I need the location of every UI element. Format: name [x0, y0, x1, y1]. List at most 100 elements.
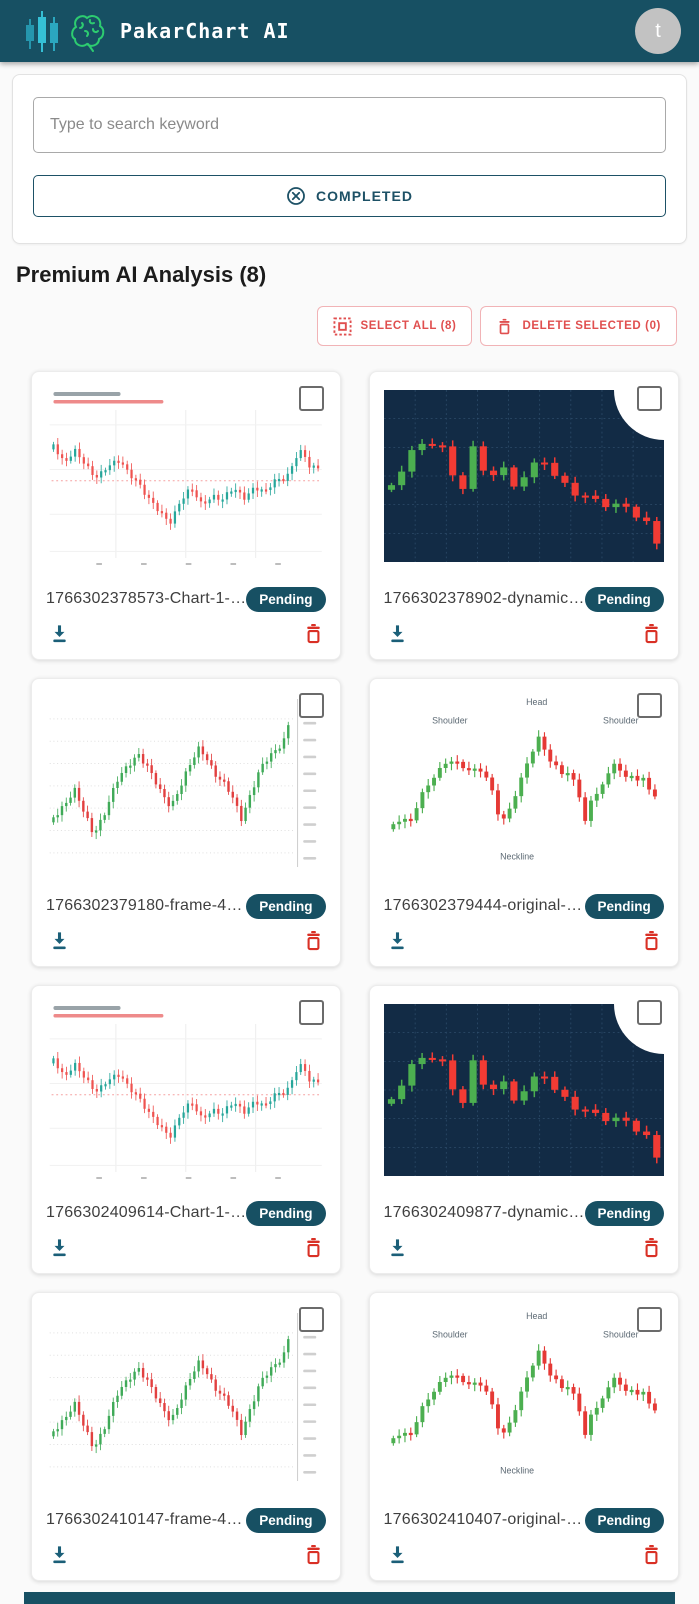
download-button[interactable]	[386, 1236, 409, 1259]
trash-icon	[644, 931, 658, 951]
trash-icon	[306, 931, 320, 951]
chart-thumbnail: Shoulder Head Shoulder Neckline	[384, 1305, 664, 1491]
search-card: COMPLETED	[12, 74, 687, 244]
delete-button[interactable]	[303, 622, 324, 645]
card-filename: 1766302378573-Chart-1-…	[46, 590, 247, 607]
select-all-button[interactable]: SELECT ALL (8)	[316, 306, 473, 346]
download-button[interactable]	[48, 1236, 71, 1259]
avatar[interactable]: t	[635, 8, 681, 54]
card-checkbox[interactable]	[298, 693, 324, 718]
card-filename: 1766302378902-dynamic…	[383, 590, 585, 607]
analysis-card: 1766302409614-Chart-1-… Pending	[31, 985, 341, 1274]
delete-selected-label: DELETE SELECTED (0)	[522, 320, 661, 332]
card-checkbox[interactable]	[298, 1307, 324, 1332]
chart-image: Shoulder Head Shoulder Neckline	[390, 1311, 657, 1475]
analysis-card: Shoulder Head Shoulder Neckline 17663024104…	[368, 1292, 679, 1581]
download-icon	[53, 1546, 66, 1564]
card-checkbox[interactable]	[636, 386, 662, 411]
status-badge: Pending	[584, 893, 664, 919]
chart-image: Shoulder Head Shoulder Neckline	[390, 697, 657, 861]
download-button[interactable]	[48, 1543, 71, 1566]
status-badge: Pending	[246, 1507, 326, 1533]
delete-button[interactable]	[641, 1543, 662, 1566]
chart-image	[49, 1006, 322, 1179]
chart-thumbnail	[46, 384, 326, 570]
delete-button[interactable]	[303, 929, 324, 952]
analysis-card: 1766302379180-frame-4… Pending	[31, 678, 341, 967]
download-icon	[53, 1239, 66, 1257]
trash-icon	[306, 1545, 320, 1565]
completed-label: COMPLETED	[316, 188, 413, 204]
cancel-icon	[287, 187, 305, 205]
download-button[interactable]	[48, 929, 71, 952]
delete-button[interactable]	[303, 1236, 324, 1259]
delete-button[interactable]	[641, 1236, 662, 1259]
trash-icon	[644, 624, 658, 644]
select-all-icon	[332, 316, 352, 336]
chart-thumbnail	[46, 998, 326, 1184]
card-filename: 1766302409614-Chart-1-…	[46, 1204, 247, 1221]
candlestick-logo-icon	[26, 11, 58, 52]
chart-thumbnail: Shoulder Head Shoulder Neckline	[384, 691, 664, 877]
status-badge: Pending	[246, 1200, 326, 1226]
card-filename: 1766302410147-frame-4…	[46, 1511, 243, 1528]
chart-thumbnail	[46, 1305, 326, 1491]
delete-button[interactable]	[641, 929, 662, 952]
card-checkbox[interactable]	[298, 386, 324, 411]
trash-icon	[306, 624, 320, 644]
svg-text:Shoulder: Shoulder	[432, 1329, 468, 1339]
status-badge: Pending	[584, 586, 664, 612]
download-icon	[390, 625, 404, 643]
chart-image	[49, 699, 317, 867]
delete-button[interactable]	[303, 1543, 324, 1566]
chart-image	[383, 390, 664, 562]
footer-bar	[24, 1592, 675, 1604]
analysis-card: 1766302410147-frame-4… Pending	[31, 1292, 341, 1581]
actions-row: SELECT ALL (8) DELETE SELECTED (0)	[0, 306, 677, 346]
app-header: PakarChart AI t	[0, 0, 699, 62]
chart-image	[49, 392, 322, 565]
select-all-label: SELECT ALL (8)	[360, 320, 457, 332]
svg-text:Neckline: Neckline	[500, 1465, 534, 1475]
card-checkbox[interactable]	[636, 1307, 662, 1332]
chart-thumbnail	[383, 998, 664, 1184]
card-filename: 1766302409877-dynamic…	[383, 1204, 585, 1221]
card-checkbox[interactable]	[636, 693, 662, 718]
status-badge: Pending	[246, 893, 326, 919]
download-button[interactable]	[386, 1543, 409, 1566]
search-input[interactable]	[33, 97, 666, 153]
download-icon	[390, 932, 404, 950]
page-title: Premium AI Analysis (8)	[16, 262, 267, 287]
analysis-card: Shoulder Head Shoulder Neckline 17663023794…	[368, 678, 679, 967]
cards-grid: 1766302378573-Chart-1-… Pending	[0, 371, 699, 1581]
download-icon	[53, 932, 66, 950]
trash-icon	[644, 1545, 658, 1565]
chart-thumbnail	[383, 384, 664, 570]
chart-image	[383, 1004, 664, 1176]
download-icon	[53, 625, 66, 643]
card-checkbox[interactable]	[636, 1000, 662, 1025]
delete-selected-button[interactable]: DELETE SELECTED (0)	[480, 306, 677, 346]
app-logo	[24, 8, 110, 54]
svg-text:Head: Head	[526, 697, 547, 707]
trash-icon	[306, 1238, 320, 1258]
app-title: PakarChart AI	[120, 19, 290, 43]
completed-filter-chip[interactable]: COMPLETED	[33, 175, 666, 217]
chart-thumbnail	[46, 691, 326, 877]
brain-logo-icon	[71, 15, 105, 52]
svg-text:Neckline: Neckline	[500, 851, 534, 861]
svg-text:Shoulder: Shoulder	[603, 1329, 639, 1339]
trash-icon	[499, 318, 511, 334]
card-filename: 1766302410407-original-…	[383, 1511, 583, 1528]
delete-button[interactable]	[641, 622, 662, 645]
trash-icon	[644, 1238, 658, 1258]
analysis-card: 1766302409877-dynamic… Pending	[368, 985, 679, 1274]
download-button[interactable]	[48, 622, 71, 645]
chart-image	[49, 1313, 317, 1481]
download-button[interactable]	[386, 622, 409, 645]
card-checkbox[interactable]	[298, 1000, 324, 1025]
download-button[interactable]	[386, 929, 409, 952]
svg-text:Shoulder: Shoulder	[432, 715, 468, 725]
analysis-card: 1766302378902-dynamic… Pending	[368, 371, 679, 660]
